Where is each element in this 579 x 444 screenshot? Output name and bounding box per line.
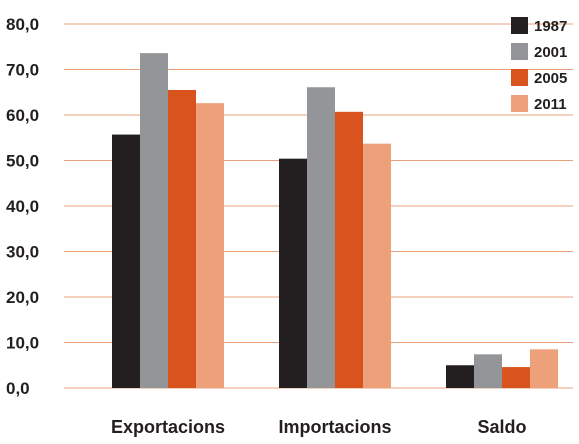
bar-1987-importacions	[279, 158, 307, 388]
legend-swatch-2005	[511, 69, 528, 86]
bar-2005-exportacions	[168, 89, 196, 388]
bar-2011-importacions	[363, 143, 391, 388]
x-category-label: Saldo	[477, 417, 526, 437]
bar-2005-saldo	[502, 367, 530, 388]
y-tick-label: 60,0	[6, 106, 39, 125]
y-tick-label: 40,0	[6, 197, 39, 216]
y-tick-label: 30,0	[6, 243, 39, 262]
legend: 1987 2001 2005 2011	[511, 17, 567, 113]
legend-label-2011: 2011	[534, 96, 567, 113]
y-axis-tick-labels: 0,0 10,0 20,0 30,0 40,0 50,0 60,0 70,0 80,0	[6, 15, 39, 398]
bar-2005-importacions	[335, 111, 363, 388]
bar-2001-importacions	[307, 87, 335, 389]
legend-swatch-2011	[511, 95, 528, 112]
y-tick-label: 70,0	[6, 61, 39, 80]
bar-2001-saldo	[474, 354, 502, 388]
y-tick-label: 50,0	[6, 152, 39, 171]
bars	[112, 53, 558, 389]
legend-label-1987: 1987	[534, 18, 567, 35]
bar-2011-saldo	[530, 349, 558, 388]
y-tick-label: 0,0	[6, 379, 30, 398]
x-category-label: Importacions	[278, 417, 391, 437]
legend-label-2001: 2001	[534, 44, 567, 61]
legend-swatch-1987	[511, 17, 528, 34]
bar-2001-exportacions	[140, 53, 168, 389]
y-tick-label: 10,0	[6, 334, 39, 353]
y-tick-label: 20,0	[6, 288, 39, 307]
legend-swatch-2001	[511, 43, 528, 60]
x-category-label: Exportacions	[111, 417, 225, 437]
bar-1987-exportacions	[112, 134, 140, 388]
bar-2011-exportacions	[196, 103, 224, 389]
legend-label-2005: 2005	[534, 70, 567, 87]
y-tick-label: 80,0	[6, 15, 39, 34]
x-axis-category-labels: Exportacions Importacions Saldo	[111, 417, 527, 437]
bar-1987-saldo	[446, 365, 474, 388]
